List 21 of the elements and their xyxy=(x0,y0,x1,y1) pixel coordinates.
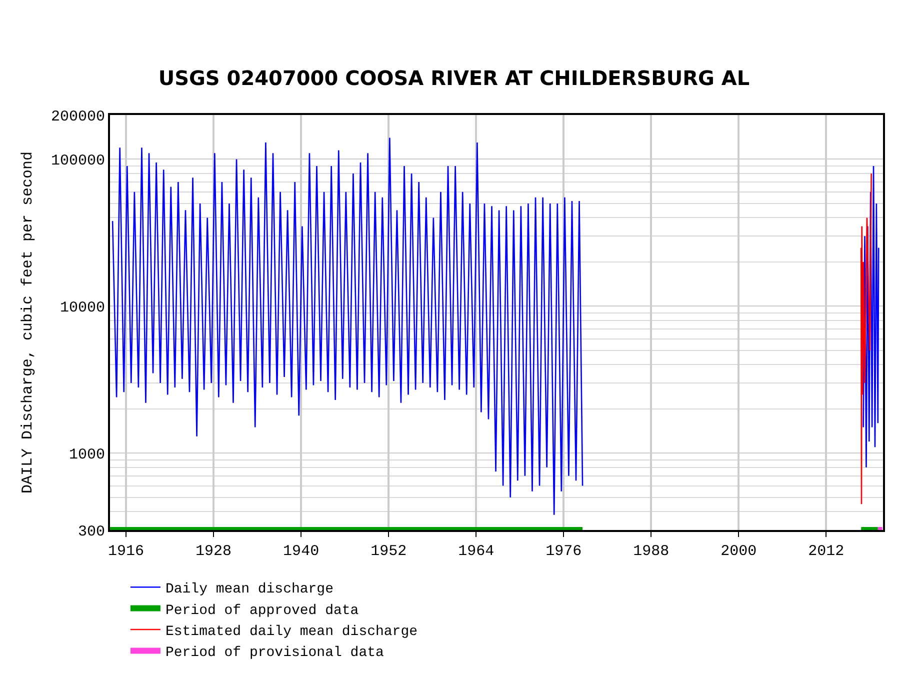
x-tick-label: 1940 xyxy=(283,543,320,560)
x-tick-label: 1952 xyxy=(370,543,407,560)
x-tick-label: 2012 xyxy=(808,543,844,560)
x-tick-label: 1988 xyxy=(633,543,670,560)
legend-label: Estimated daily mean discharge xyxy=(165,624,418,640)
x-tick-label: 1916 xyxy=(108,543,144,560)
legend-label: Daily mean discharge xyxy=(165,582,334,598)
y-tick-label: 1000 xyxy=(68,446,105,464)
legend-label: Period of approved data xyxy=(165,602,359,619)
x-tick-label: 1928 xyxy=(196,543,232,560)
chart-title: USGS 02407000 COOSA RIVER AT CHILDERSBURG AL xyxy=(158,66,750,90)
legend-label: Period of provisional data xyxy=(165,645,384,662)
x-tick-label: 1964 xyxy=(458,543,494,560)
line-series xyxy=(860,172,872,505)
x-tick-label: 1976 xyxy=(546,543,582,560)
y-tick-label: 10000 xyxy=(60,299,105,316)
x-tick-label: 2000 xyxy=(720,543,757,560)
y-axis-title: DAILY Discharge, cubic feet per second xyxy=(20,151,37,494)
y-tick-label: 100000 xyxy=(50,152,105,170)
y-tick-label: 200000 xyxy=(50,108,105,126)
y-tick-label: 300 xyxy=(78,523,105,540)
